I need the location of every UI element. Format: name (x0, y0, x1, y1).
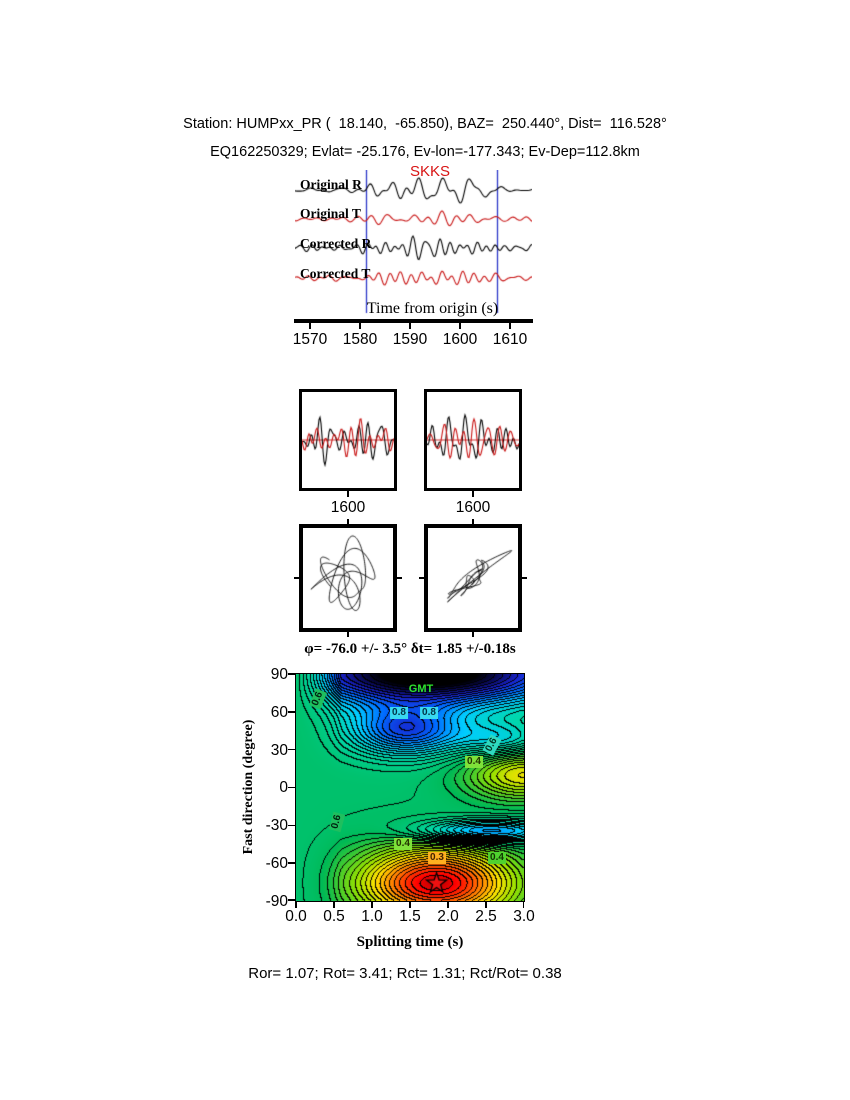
tick-mark (397, 577, 402, 579)
splitting-result-title: φ= -76.0 +/- 3.5° δt= 1.85 +/-0.18s (304, 641, 516, 657)
dt-tick-25: 2.5 (475, 908, 497, 925)
dt-tick-15: 1.5 (399, 908, 421, 925)
phi-tick-0: 0 (279, 779, 288, 796)
contour-annotation: 0.8 (420, 707, 438, 719)
tick-mark (288, 673, 295, 675)
dt-tick-20: 2.0 (437, 908, 459, 925)
contour-annotation: 0.4 (394, 838, 412, 850)
tick-mark (294, 577, 299, 579)
trace-label-corrected-r: Corrected R (300, 236, 372, 251)
tick-mark (288, 711, 295, 713)
component-pair-left-canvas (299, 389, 397, 491)
phi-tick-m60: -60 (265, 855, 288, 872)
particle-motion-right-canvas (424, 524, 522, 632)
time-tick-1610: 1610 (492, 331, 528, 348)
result-ratios: Ror= 1.07; Rot= 3.41; Rct= 1.31; Rct/Rot… (248, 965, 562, 982)
particle-motion-left-canvas (299, 524, 397, 632)
tick-mark (288, 786, 295, 789)
contour-annotation: 0.4 (488, 852, 506, 864)
time-axis (294, 319, 533, 323)
tick-mark (522, 902, 525, 908)
time-axis-label: Time from origin (s) (366, 300, 499, 317)
tick-mark (509, 323, 511, 329)
tick-mark (347, 632, 349, 637)
tick-mark (295, 902, 297, 908)
tick-mark (522, 577, 527, 579)
time-tick-1580: 1580 (342, 331, 378, 348)
tick-mark (472, 519, 474, 524)
tick-mark (419, 577, 424, 579)
phi-tick-m90: -90 (265, 893, 288, 910)
tick-mark (371, 902, 373, 908)
dt-tick-30: 3.0 (513, 908, 535, 925)
trace-label-original-t: Original T (300, 206, 361, 221)
dt-tick-0: 0.0 (285, 908, 307, 925)
tick-mark (485, 902, 487, 908)
tick-mark (309, 323, 311, 329)
tick-mark (447, 902, 449, 908)
tick-mark (347, 519, 349, 524)
dt-tick-05: 0.5 (323, 908, 345, 925)
phi-tick-30: 30 (270, 742, 288, 759)
time-tick-1590: 1590 (392, 331, 428, 348)
phi-tick-60: 60 (270, 704, 288, 721)
contour-annotation: 0.4 (465, 756, 483, 768)
component-left-tick: 1600 (330, 499, 366, 516)
phi-tick-m30: -30 (265, 817, 288, 834)
phi-tick-90: 90 (270, 666, 288, 683)
trace-label-corrected-t: Corrected T (300, 266, 371, 281)
tick-mark (472, 632, 474, 637)
time-tick-1570: 1570 (292, 331, 328, 348)
station-info-line: Station: HUMPxx_PR ( 18.140, -65.850), B… (183, 116, 667, 132)
tick-mark (459, 323, 461, 329)
component-right-tick: 1600 (455, 499, 491, 516)
tick-mark (288, 824, 295, 827)
tick-mark (359, 323, 361, 329)
contour-annotation: 0.8 (390, 707, 408, 719)
seismogram-canvas (295, 170, 532, 315)
contour-annotation: 0.3 (428, 852, 446, 864)
tick-mark (472, 491, 474, 497)
tick-mark (288, 748, 295, 751)
tick-mark (288, 899, 295, 901)
component-pair-right-canvas (424, 389, 522, 491)
trace-label-original-r: Original R (300, 177, 362, 192)
gmt-stamp: GMT (408, 683, 434, 695)
event-info-line: EQ162250329; Evlat= -25.176, Ev-lon=-177… (210, 144, 640, 160)
dt-tick-10: 1.0 (361, 908, 383, 925)
time-tick-1600: 1600 (442, 331, 478, 348)
tick-mark (333, 902, 335, 908)
error-surface-canvas (295, 673, 525, 902)
tick-mark (409, 902, 411, 908)
tick-mark (347, 491, 349, 497)
tick-mark (288, 862, 295, 864)
tick-mark (409, 323, 411, 329)
contour-xlabel: Splitting time (s) (356, 934, 464, 950)
